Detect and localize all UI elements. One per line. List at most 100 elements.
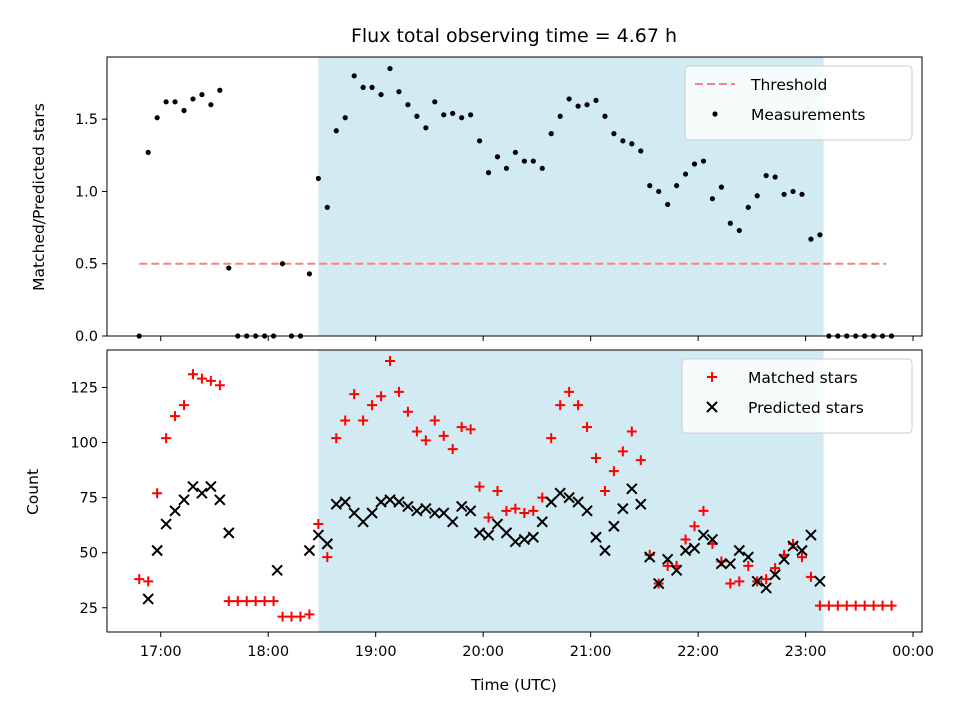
matched-stars-point <box>573 400 584 411</box>
y-tick-label: 1.5 <box>75 112 98 128</box>
matched-stars-point <box>456 422 467 433</box>
predicted-stars-point <box>742 551 754 563</box>
ratio-legend: Threshold Measurements <box>684 65 913 141</box>
matched-stars-point <box>286 611 297 622</box>
measurement-point <box>718 184 724 190</box>
measurement-point <box>727 220 733 226</box>
measurement-point <box>441 112 447 118</box>
y-tick-label: 25 <box>80 601 98 617</box>
measurement-point <box>512 149 518 156</box>
measurement-point <box>638 148 644 154</box>
measurement-point <box>629 141 635 147</box>
measurement-point <box>682 171 689 177</box>
predicted-stars-point <box>760 582 772 594</box>
predicted-stars-point <box>599 544 611 557</box>
matched-stars-point <box>662 560 673 571</box>
predicted-stars-point <box>805 529 817 541</box>
matched-stars-point <box>591 452 601 463</box>
measurement-points <box>136 65 895 339</box>
y-tick-label: 100 <box>70 436 98 452</box>
matched-stars-point <box>814 600 825 611</box>
matched-stars-point <box>519 508 530 519</box>
measurement-point <box>190 96 196 102</box>
measurement-point <box>539 165 545 171</box>
predicted-stars-point <box>733 544 746 557</box>
x-tick-label: 20:00 <box>462 644 504 660</box>
measurement-point <box>548 131 554 137</box>
measurement-point <box>745 204 751 210</box>
predicted-stars-point <box>330 498 342 510</box>
matched-stars-point <box>483 512 494 523</box>
legend-label: Threshold <box>750 76 827 94</box>
predicted-stars-point <box>455 500 468 513</box>
measurement-point <box>199 91 205 98</box>
legend-box <box>681 358 913 434</box>
measurement-point <box>306 271 313 277</box>
predicted-stars-point <box>617 502 629 515</box>
measurement-point <box>360 84 366 90</box>
matched-stars-point <box>608 466 619 477</box>
measurement-point <box>405 102 411 108</box>
measurement-point <box>342 115 348 121</box>
matched-stars-point <box>268 596 279 607</box>
matched-stars-point <box>161 433 172 444</box>
measurement-point <box>781 191 787 197</box>
matched-stars-point <box>510 503 521 514</box>
measurement-point <box>279 261 286 267</box>
predicted-stars-point <box>518 533 531 546</box>
measurement-point <box>396 89 402 95</box>
measurement-point <box>709 196 716 202</box>
count-x-axis: 17:00 18:00 19:00 20:00 21:00 22:00 23:00 00:00 <box>140 632 934 660</box>
count-y-axis: 25 50 75 100 125 <box>70 380 107 617</box>
matched-stars-point <box>340 415 351 426</box>
predicted-stars-point <box>581 505 593 517</box>
measurement-point <box>817 232 823 238</box>
matched-stars-point <box>313 519 324 530</box>
measurement-point <box>172 99 178 105</box>
predicted-stars-point <box>393 496 405 508</box>
predicted-stars-point <box>608 520 620 532</box>
predicted-stars-point <box>178 494 190 506</box>
y-tick-label: 0.5 <box>75 257 98 273</box>
matched-stars-point <box>832 600 843 611</box>
matched-stars-point <box>734 576 745 587</box>
predicted-stars-point <box>303 544 316 557</box>
matched-stars-point <box>626 426 637 437</box>
matched-stars-point <box>823 600 834 611</box>
matched-stars-point <box>170 411 181 422</box>
predicted-stars-point <box>271 564 283 577</box>
count-legend: Matched stars Predicted stars <box>681 358 913 434</box>
legend-label: Predicted stars <box>748 399 864 417</box>
matched-stars-point <box>635 455 646 466</box>
matched-stars-point <box>232 596 243 607</box>
matched-stars-point <box>420 435 431 446</box>
matched-stars-point <box>474 481 485 492</box>
measurement-point <box>754 193 760 199</box>
predicted-stars-point <box>357 516 369 528</box>
matched-stars-point <box>277 611 288 622</box>
predicted-stars-point <box>411 505 423 517</box>
measurement-point <box>521 158 527 164</box>
ratio-panel: 0.0 0.5 1.0 1.5 Matched/Predicted stars Thr… <box>30 56 923 345</box>
predicted-stars-point <box>205 480 217 493</box>
matched-stars-point <box>205 375 216 386</box>
count-panel-frame <box>106 349 923 633</box>
predicted-stars-point <box>169 505 181 517</box>
matched-stars-point <box>725 578 736 589</box>
matched-stars-point <box>501 505 512 516</box>
matched-stars-point <box>187 369 198 380</box>
matched-stars-point <box>367 400 378 411</box>
predicted-stars-point <box>688 542 701 554</box>
matched-stars-point <box>402 406 413 417</box>
matched-stars-point <box>322 552 333 563</box>
matched-stars-point <box>465 424 476 435</box>
legend-label: Measurements <box>751 106 866 124</box>
predicted-stars-point <box>366 507 378 519</box>
x-tick-label: 18:00 <box>247 644 289 660</box>
matched-stars-point <box>358 415 369 426</box>
predicted-stars-point <box>644 551 656 563</box>
matched-stars-point <box>152 488 163 499</box>
x-tick-label: 19:00 <box>355 644 397 660</box>
measurement-point <box>432 99 438 105</box>
predicted-stars-point <box>446 516 459 528</box>
